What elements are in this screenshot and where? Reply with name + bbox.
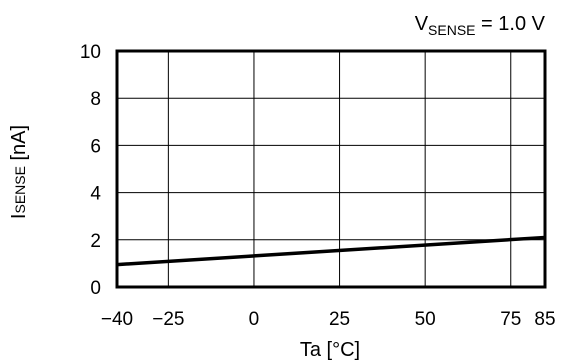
y-tick-label: 10 (80, 42, 101, 63)
plot-frame (115, 49, 547, 289)
y-tick-label: 2 (90, 231, 101, 252)
x-tick-label: 75 (500, 309, 521, 330)
grid-lines (117, 51, 545, 287)
x-tick-label: 50 (415, 309, 436, 330)
y-tick-label: 4 (90, 184, 101, 205)
condition-label: VSENSE = 1.0 V (415, 13, 546, 38)
x-tick-label: −40 (101, 309, 133, 330)
y-axis-label: ISENSE [nA] (8, 125, 30, 219)
condition-prefix: V (415, 13, 429, 35)
condition-subscript: SENSE (428, 22, 475, 38)
x-tick-label: −25 (152, 309, 184, 330)
x-tick-label: 25 (329, 309, 350, 330)
x-tick-label: 85 (534, 309, 555, 330)
series-layer (116, 235, 546, 267)
x-tick-labels: −40 −25 0 25 50 75 85 (101, 309, 556, 330)
y-tick-label: 8 (90, 89, 101, 110)
y-tick-labels: 0 2 4 6 8 10 (80, 42, 102, 299)
x-tick-label: 0 (249, 309, 260, 330)
y-axis-label-suffix: [nA] (8, 125, 30, 166)
condition-suffix: = 1.0 V (476, 13, 546, 35)
x-axis-label: Ta [°C] (300, 339, 360, 361)
y-tick-label: 0 (90, 278, 101, 299)
series-line (116, 235, 546, 267)
y-axis-label-prefix: I (8, 214, 30, 220)
y-tick-label: 6 (90, 136, 101, 157)
y-axis-label-small: SENSE (12, 166, 28, 213)
